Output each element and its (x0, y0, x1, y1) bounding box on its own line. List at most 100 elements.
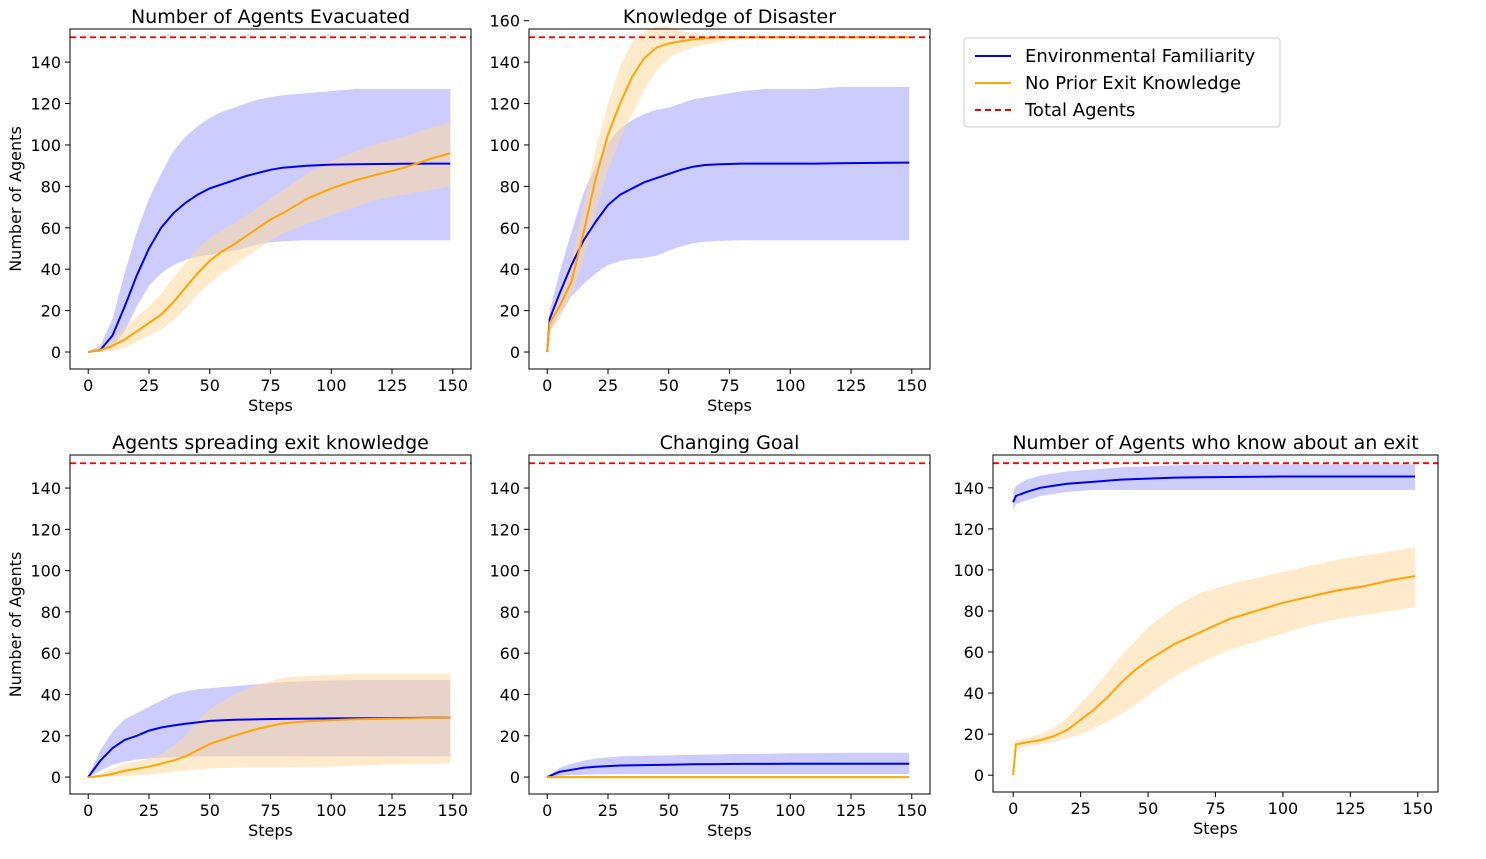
x-tick-label: 50 (200, 801, 220, 820)
line-environmental (88, 162, 451, 353)
x-tick-label: 25 (598, 376, 618, 395)
x-tick-label: 125 (377, 801, 408, 820)
x-tick-label: 75 (1205, 799, 1225, 818)
legend: Environmental Familiarity No Prior Exit … (963, 37, 1281, 128)
line-environmental (1012, 475, 1416, 503)
x-tick-label: 75 (719, 801, 739, 820)
y-tick-label: 60 (41, 219, 61, 238)
y-tick-label: 60 (964, 643, 984, 662)
y-tick-label: 80 (41, 177, 61, 196)
chart-panel-4: 0 25 50 75 100 125 150 0 20 40 60 80 100 120 140 Changi… (489, 432, 931, 840)
y-tick-label: 100 (30, 562, 61, 581)
x-tick-label: 125 (1335, 799, 1366, 818)
y-axis-label: Number of Agents (6, 126, 25, 272)
x-tick-label: 75 (719, 376, 739, 395)
x-tick-label: 100 (775, 801, 806, 820)
x-tick-label: 25 (1070, 799, 1090, 818)
x-axis-label: Steps (1193, 819, 1238, 838)
x-tick-label: 0 (83, 376, 93, 395)
x-tick-label: 75 (260, 376, 280, 395)
band-environmental (547, 87, 910, 352)
y-tick-label: 80 (500, 177, 520, 196)
y-tick-label: 120 (953, 520, 984, 539)
chart-panel-5: 0 25 50 75 100 125 150 0 20 40 60 80 100 120 140 Number… (953, 432, 1439, 838)
y-tick-label: 120 (30, 520, 61, 539)
line-no-prior (1012, 575, 1416, 776)
x-axis-label: Steps (248, 821, 293, 840)
legend-label-no-prior: No Prior Exit Knowledge (1025, 73, 1241, 94)
y-tick-label: 60 (500, 644, 520, 663)
y-axis-label: Number of Agents (6, 552, 25, 698)
x-tick-label: 75 (260, 801, 280, 820)
x-tick-label: 100 (316, 801, 347, 820)
chart-title: Number of Agents Evacuated (131, 6, 410, 28)
chart-title: Agents spreading exit knowledge (112, 432, 429, 454)
x-tick-label: 150 (1402, 799, 1433, 818)
y-tick-label: 20 (964, 725, 984, 744)
y-tick-label: 20 (500, 302, 520, 321)
plot-area (529, 455, 930, 794)
y-tick-label: 40 (41, 685, 61, 704)
y-tick-label: 0 (51, 343, 61, 362)
x-tick-label: 50 (659, 376, 679, 395)
y-tick-label: 120 (30, 95, 61, 114)
line-environmental (546, 161, 910, 353)
x-tick-label: 0 (1008, 799, 1018, 818)
y-tick-label: 100 (489, 562, 520, 581)
y-tick-label: 100 (30, 136, 61, 155)
x-tick-label: 25 (598, 801, 618, 820)
line-no-prior (88, 152, 451, 353)
y-tick-label: 140 (30, 479, 61, 498)
y-tick-label: 20 (500, 727, 520, 746)
x-axis-label: Steps (248, 396, 293, 415)
x-tick-label: 100 (775, 376, 806, 395)
y-tick-label: 140 (489, 53, 520, 72)
x-tick-label: 100 (316, 376, 347, 395)
x-tick-label: 150 (437, 376, 468, 395)
y-tick-label: 120 (489, 95, 520, 114)
y-tick-label: 40 (964, 684, 984, 703)
x-tick-label: 150 (437, 801, 468, 820)
x-tick-label: 0 (542, 801, 552, 820)
x-tick-label: 0 (542, 376, 552, 395)
y-tick-label: 80 (41, 603, 61, 622)
y-tick-label: 40 (500, 685, 520, 704)
x-tick-label: 125 (377, 376, 408, 395)
y-tick-label: 0 (510, 343, 520, 362)
y-tick-label: 60 (500, 219, 520, 238)
chart-title: Changing Goal (660, 432, 800, 454)
x-tick-label: 150 (896, 376, 927, 395)
y-tick-label: 60 (41, 644, 61, 663)
chart-title: Knowledge of Disaster (623, 6, 836, 28)
line-no-prior (88, 716, 451, 779)
x-tick-label: 125 (836, 376, 867, 395)
x-tick-label: 50 (1138, 799, 1158, 818)
y-tick-label: 40 (41, 260, 61, 279)
line-environmental (546, 762, 910, 779)
y-tick-label: 100 (489, 136, 520, 155)
chart-panel-1: 0 25 50 75 100 125 150 0 20 40 60 80 100 120 140 Number… (6, 6, 472, 415)
y-tick-label: 0 (51, 768, 61, 787)
x-axis-label: Steps (707, 396, 752, 415)
chart-panel-3: 0 25 50 75 100 125 150 0 20 40 60 80 100 120 140 Agents… (6, 432, 472, 840)
y-tick-label: 100 (953, 561, 984, 580)
x-tick-label: 25 (139, 801, 159, 820)
x-tick-label: 0 (83, 801, 93, 820)
y-tick-label: 20 (41, 727, 61, 746)
y-tick-label: 20 (41, 302, 61, 321)
legend-label-total: Total Agents (1024, 100, 1135, 121)
x-tick-label: 100 (1268, 799, 1299, 818)
y-tick-label: 140 (953, 479, 984, 498)
x-tick-label: 25 (139, 376, 159, 395)
y-tick-label: 0 (510, 768, 520, 787)
chart-title: Number of Agents who know about an exit (1012, 432, 1418, 454)
y-tick-label: 80 (964, 602, 984, 621)
x-axis-label: Steps (707, 821, 752, 840)
y-tick-label: 80 (500, 603, 520, 622)
y-tick-label: 40 (500, 260, 520, 279)
x-tick-label: 125 (836, 801, 867, 820)
y-tick-label: 0 (974, 766, 984, 785)
x-tick-label: 150 (896, 801, 927, 820)
band-no-prior (1013, 547, 1416, 776)
